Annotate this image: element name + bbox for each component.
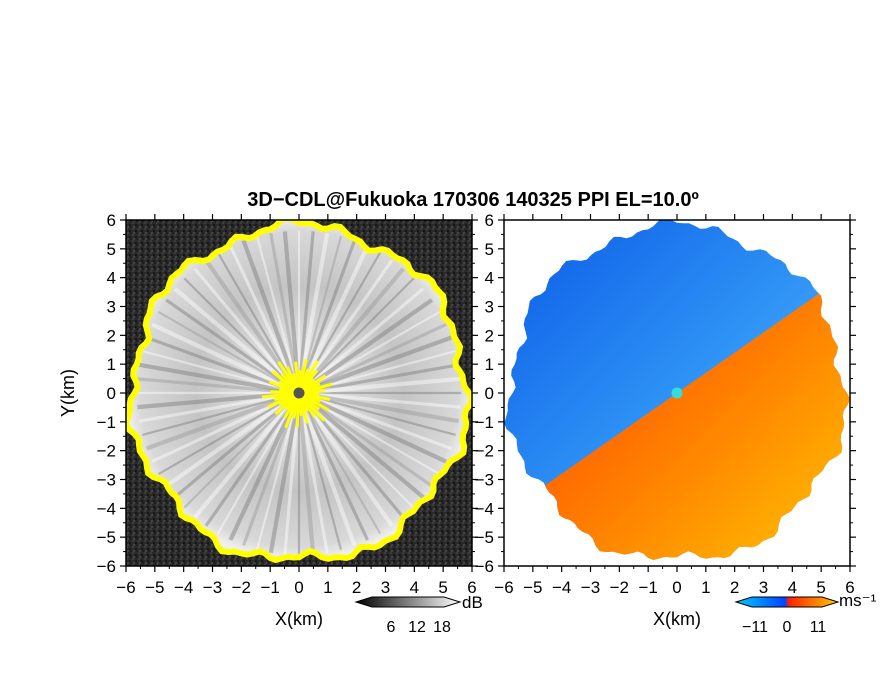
x-axis-label-left: X(km) [275, 609, 323, 629]
x-tick-label: 3 [759, 578, 768, 597]
y-tick-label: −1 [475, 413, 494, 432]
y-tick-label: 3 [107, 298, 116, 317]
x-tick-label: −3 [203, 578, 222, 597]
x-tick-label: −6 [494, 578, 513, 597]
radar-site-marker [671, 387, 683, 399]
y-tick-label: 5 [107, 240, 116, 259]
velocity-colorbar-tick-2: 11 [810, 619, 827, 636]
y-tick-label: 4 [485, 269, 494, 288]
y-tick-label: 4 [107, 269, 116, 288]
y-tick-label: 1 [107, 355, 116, 374]
x-tick-label: −1 [638, 578, 657, 597]
y-tick-label: −4 [97, 499, 116, 518]
y-tick-label: −5 [97, 528, 116, 547]
x-tick-label: 6 [845, 578, 854, 597]
y-tick-label: 2 [485, 326, 494, 345]
y-tick-label: −4 [475, 499, 494, 518]
y-tick-label: −1 [97, 413, 116, 432]
x-tick-label: 6 [467, 578, 476, 597]
radar-site-marker [293, 387, 305, 399]
plot-area-1 [504, 220, 850, 560]
y-axis-label: Y(km) [58, 369, 78, 417]
x-tick-label: 1 [323, 578, 332, 597]
x-tick-label: 0 [672, 578, 681, 597]
y-tick-label: −5 [475, 528, 494, 547]
reflectivity-colorbar-bar [354, 596, 462, 608]
y-tick-label: 2 [107, 326, 116, 345]
x-tick-label: −2 [232, 578, 251, 597]
velocity-colorbar-unit: ms⁻¹ [839, 591, 877, 610]
x-tick-label: −5 [523, 578, 542, 597]
x-tick-label: 2 [352, 578, 361, 597]
x-tick-label: 5 [438, 578, 447, 597]
y-tick-label: −6 [97, 557, 116, 576]
plot-area-0 [126, 220, 472, 566]
center-starburst [261, 359, 333, 429]
velocity-colorbar-tick-1: 0 [783, 619, 792, 636]
velocity-colorbar-bar [734, 596, 840, 608]
x-tick-label: 4 [788, 578, 797, 597]
x-tick-label: 2 [730, 578, 739, 597]
y-tick-label: −6 [475, 557, 494, 576]
y-tick-label: −3 [97, 471, 116, 490]
reflectivity-colorbar: dB 6 12 18 [354, 593, 483, 636]
x-tick-label: 4 [410, 578, 419, 597]
x-tick-label: −2 [610, 578, 629, 597]
x-axis-label-right: X(km) [653, 609, 701, 629]
y-tick-label: −3 [475, 471, 494, 490]
y-tick-label: 1 [485, 355, 494, 374]
x-tick-label: −5 [145, 578, 164, 597]
y-tick-label: 0 [107, 384, 116, 403]
velocity-colorbar-tick-0: −11 [742, 619, 768, 636]
x-tick-label: −4 [552, 578, 571, 597]
x-tick-label: −6 [116, 578, 135, 597]
x-tick-label: 5 [816, 578, 825, 597]
y-tick-label: 5 [485, 240, 494, 259]
x-tick-label: 1 [701, 578, 710, 597]
y-tick-label: 3 [485, 298, 494, 317]
x-tick-label: 0 [294, 578, 303, 597]
y-tick-label: 6 [485, 211, 494, 230]
velocity-colorbar: ms⁻¹ −11 0 11 [734, 591, 877, 636]
x-tick-label: −3 [581, 578, 600, 597]
reflectivity-colorbar-tick-2: 18 [433, 619, 451, 636]
y-tick-label: 6 [107, 211, 116, 230]
figure-title: 3D−CDL@Fukuoka 170306 140325 PPI EL=10.0… [247, 189, 699, 211]
x-tick-label: −4 [174, 578, 193, 597]
y-tick-label: 0 [485, 384, 494, 403]
x-tick-label: −1 [260, 578, 279, 597]
y-tick-label: −2 [475, 442, 494, 461]
x-tick-label: 3 [381, 578, 390, 597]
reflectivity-colorbar-tick-1: 12 [408, 619, 426, 636]
edge-highlight [126, 220, 472, 564]
reflectivity-colorbar-tick-0: 6 [387, 619, 396, 636]
reflectivity-colorbar-unit: dB [462, 593, 483, 612]
y-tick-label: −2 [97, 442, 116, 461]
